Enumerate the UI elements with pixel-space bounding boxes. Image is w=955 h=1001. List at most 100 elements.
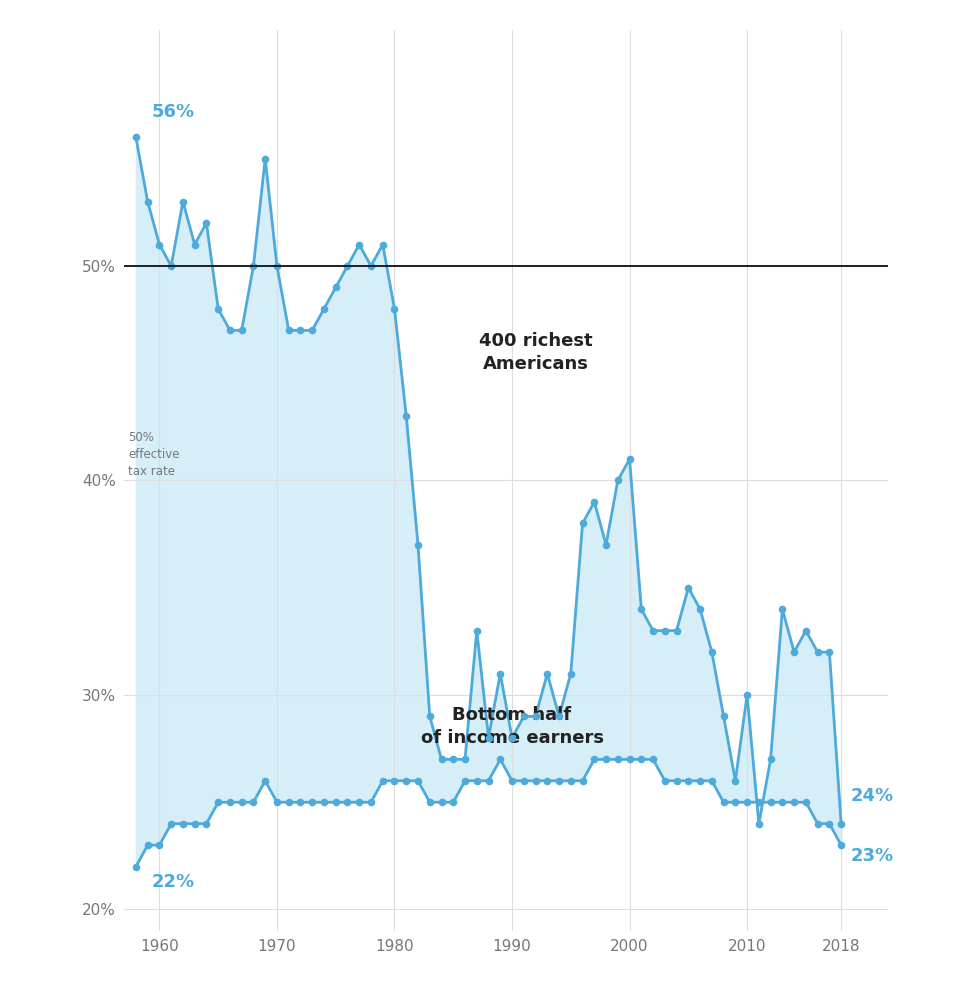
Text: 56%: 56% bbox=[151, 102, 194, 120]
Point bbox=[575, 773, 590, 789]
Point bbox=[422, 709, 437, 725]
Point bbox=[798, 623, 814, 639]
Point bbox=[646, 623, 661, 639]
Point bbox=[457, 773, 473, 789]
Point bbox=[551, 709, 566, 725]
Point bbox=[634, 752, 649, 768]
Point bbox=[316, 794, 331, 810]
Point bbox=[540, 666, 555, 682]
Point bbox=[434, 794, 449, 810]
Point bbox=[763, 752, 778, 768]
Point bbox=[140, 193, 156, 209]
Point bbox=[668, 623, 684, 639]
Point bbox=[563, 666, 579, 682]
Point bbox=[610, 472, 626, 488]
Point bbox=[245, 794, 261, 810]
Point bbox=[504, 773, 520, 789]
Point bbox=[163, 258, 179, 274]
Point bbox=[434, 752, 449, 768]
Point bbox=[305, 322, 320, 338]
Point bbox=[810, 644, 825, 660]
Point bbox=[176, 816, 191, 832]
Point bbox=[128, 859, 143, 875]
Point bbox=[528, 773, 543, 789]
Point bbox=[329, 794, 344, 810]
Text: 50%
effective
tax rate: 50% effective tax rate bbox=[128, 430, 180, 477]
Point bbox=[821, 644, 837, 660]
Text: Bottom half
of income earners: Bottom half of income earners bbox=[420, 706, 604, 748]
Point bbox=[551, 773, 566, 789]
Point bbox=[258, 151, 273, 167]
Point bbox=[457, 752, 473, 768]
Point bbox=[340, 258, 355, 274]
Point bbox=[728, 794, 743, 810]
Point bbox=[586, 752, 602, 768]
Point bbox=[187, 816, 202, 832]
Point bbox=[787, 794, 802, 810]
Point bbox=[398, 773, 414, 789]
Point bbox=[657, 623, 672, 639]
Point bbox=[387, 773, 402, 789]
Point bbox=[387, 301, 402, 317]
Point bbox=[752, 816, 767, 832]
Point bbox=[245, 258, 261, 274]
Point bbox=[493, 752, 508, 768]
Point bbox=[716, 794, 732, 810]
Point bbox=[375, 236, 391, 252]
Point bbox=[351, 794, 367, 810]
Text: 24%: 24% bbox=[851, 787, 894, 805]
Point bbox=[176, 193, 191, 209]
Point bbox=[821, 816, 837, 832]
Point bbox=[504, 730, 520, 746]
Point bbox=[269, 258, 285, 274]
Point bbox=[528, 709, 543, 725]
Point bbox=[610, 752, 626, 768]
Point bbox=[481, 773, 497, 789]
Point bbox=[622, 451, 637, 467]
Point bbox=[199, 816, 214, 832]
Point bbox=[128, 129, 143, 145]
Point bbox=[834, 816, 849, 832]
Point bbox=[775, 794, 790, 810]
Point bbox=[704, 773, 719, 789]
Point bbox=[199, 215, 214, 231]
Point bbox=[398, 408, 414, 424]
Point bbox=[281, 794, 296, 810]
Point bbox=[293, 794, 308, 810]
Point bbox=[739, 687, 754, 703]
Point bbox=[692, 602, 708, 618]
Point bbox=[752, 794, 767, 810]
Point bbox=[329, 279, 344, 295]
Point bbox=[622, 752, 637, 768]
Point bbox=[351, 236, 367, 252]
Point bbox=[516, 773, 531, 789]
Text: 22%: 22% bbox=[151, 873, 194, 891]
Point bbox=[316, 301, 331, 317]
Point bbox=[681, 580, 696, 596]
Point bbox=[704, 644, 719, 660]
Point bbox=[340, 794, 355, 810]
Point bbox=[739, 794, 754, 810]
Point bbox=[469, 623, 484, 639]
Point bbox=[563, 773, 579, 789]
Point bbox=[810, 816, 825, 832]
Text: 400 richest
Americans: 400 richest Americans bbox=[478, 331, 592, 373]
Point bbox=[540, 773, 555, 789]
Point bbox=[140, 837, 156, 853]
Point bbox=[234, 322, 249, 338]
Point bbox=[152, 236, 167, 252]
Point bbox=[269, 794, 285, 810]
Point bbox=[281, 322, 296, 338]
Point bbox=[258, 773, 273, 789]
Text: 23%: 23% bbox=[851, 847, 894, 865]
Point bbox=[775, 602, 790, 618]
Point bbox=[163, 816, 179, 832]
Point bbox=[234, 794, 249, 810]
Point bbox=[446, 794, 461, 810]
Point bbox=[787, 644, 802, 660]
Point bbox=[763, 794, 778, 810]
Point bbox=[575, 516, 590, 532]
Point bbox=[223, 794, 238, 810]
Point bbox=[422, 794, 437, 810]
Point bbox=[223, 322, 238, 338]
